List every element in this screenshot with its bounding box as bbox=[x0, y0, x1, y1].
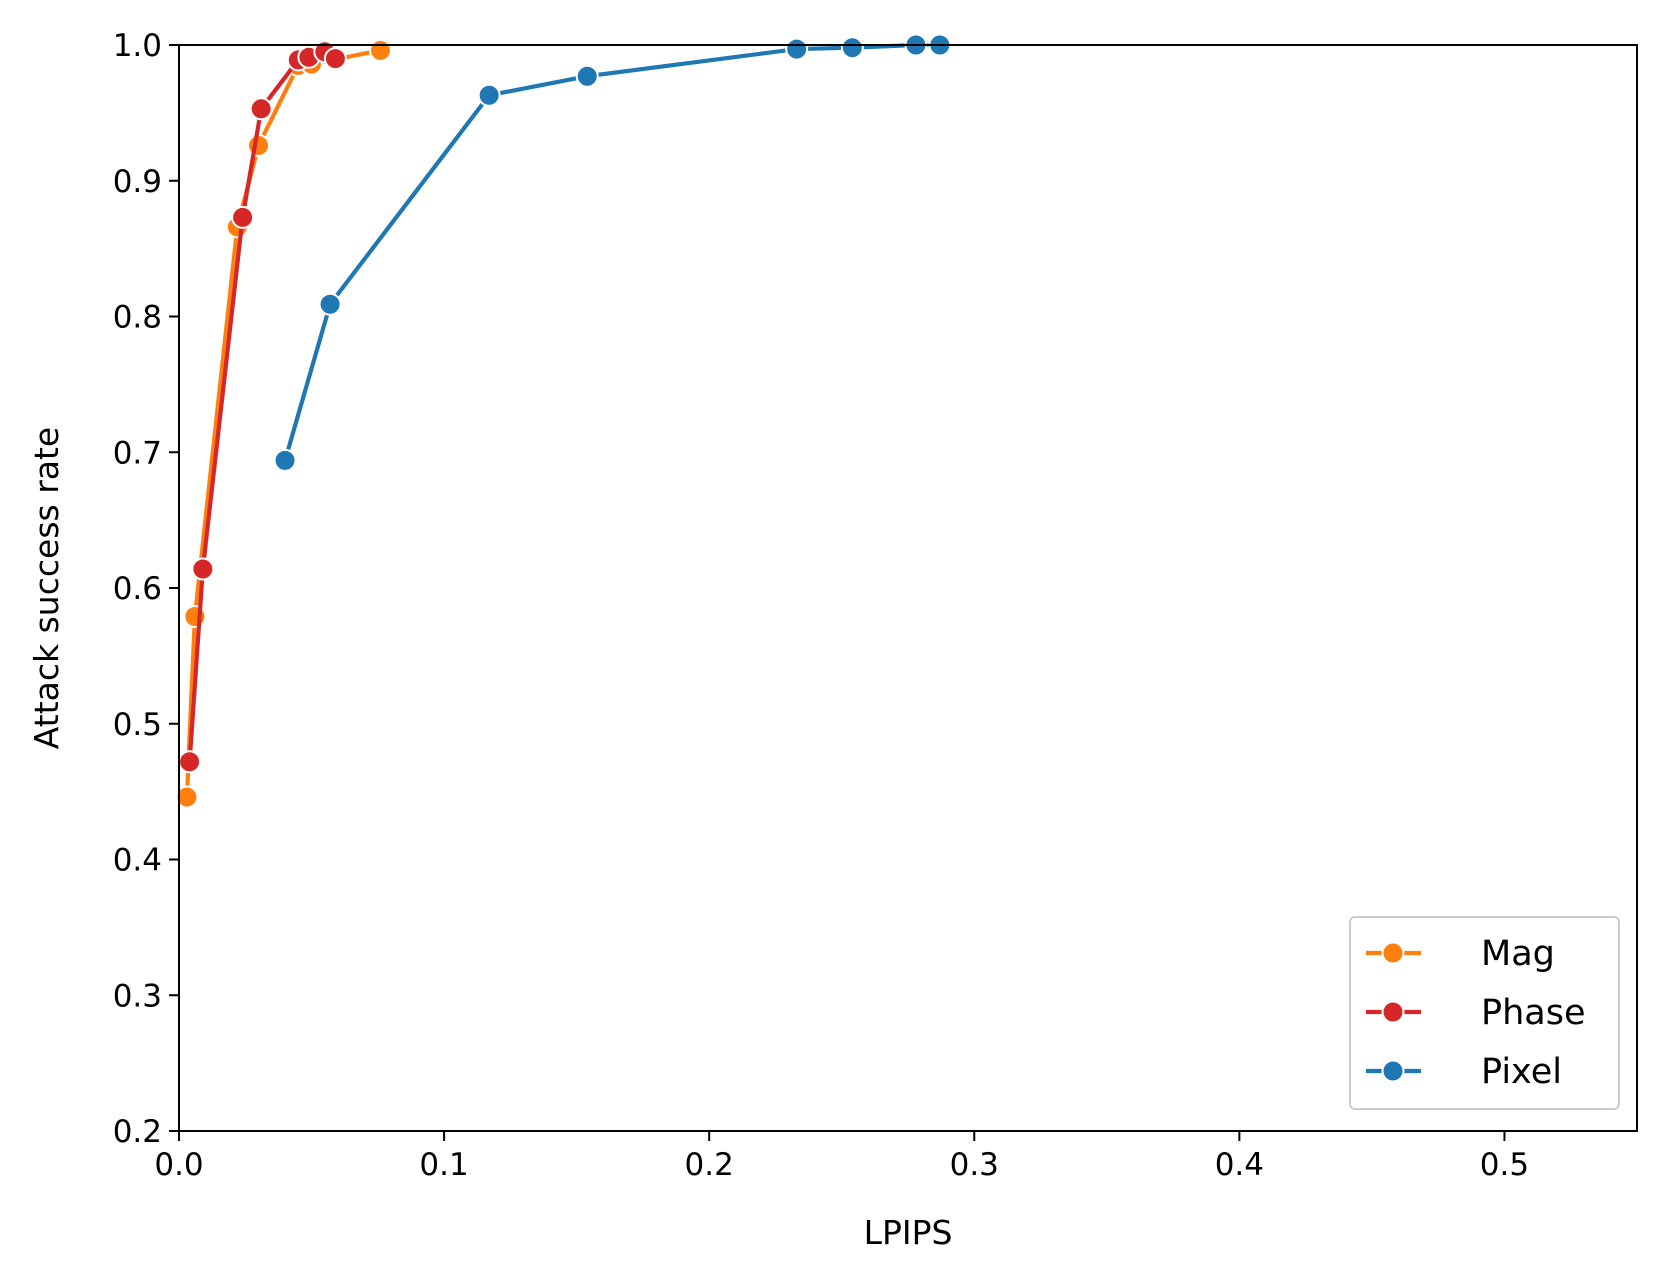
data-point-mag bbox=[247, 133, 271, 157]
y-tick-label: 1.0 bbox=[113, 28, 162, 64]
x-tick-label: 0.2 bbox=[685, 1147, 734, 1183]
data-point-phase bbox=[323, 47, 347, 71]
legend-box bbox=[1349, 916, 1620, 1110]
data-point-pixel bbox=[477, 83, 501, 107]
data-point-mag bbox=[175, 785, 199, 809]
legend-label: Phase bbox=[1481, 993, 1586, 1033]
x-tick-label: 0.4 bbox=[1215, 1147, 1264, 1183]
x-tick-label: 0.0 bbox=[154, 1147, 203, 1183]
y-axis-title: Attack success rate bbox=[27, 427, 66, 749]
data-point-mag bbox=[183, 605, 207, 629]
legend-item-phase: Phase bbox=[1366, 993, 1586, 1033]
legend-label: Pixel bbox=[1481, 1052, 1562, 1092]
y-tick-label: 0.3 bbox=[113, 978, 162, 1014]
legend: Mag Phase Pixel bbox=[1349, 916, 1620, 1110]
y-tick-label: 0.9 bbox=[113, 164, 162, 200]
legend-swatch-marker bbox=[1381, 941, 1405, 965]
y-tick-label: 0.7 bbox=[113, 435, 162, 471]
x-tick-label: 0.3 bbox=[950, 1147, 999, 1183]
y-tick-label: 0.2 bbox=[113, 1114, 162, 1150]
y-tick-label: 0.6 bbox=[113, 571, 162, 607]
legend-item-mag: Mag bbox=[1366, 934, 1555, 974]
legend-swatch-marker bbox=[1381, 1059, 1405, 1083]
y-tick-label: 0.5 bbox=[113, 707, 162, 743]
data-point-pixel bbox=[840, 36, 864, 60]
legend-label: Mag bbox=[1481, 934, 1555, 974]
data-point-pixel bbox=[785, 37, 809, 61]
x-tick-label: 0.1 bbox=[419, 1147, 468, 1183]
legend-swatch-marker bbox=[1381, 1000, 1405, 1024]
data-point-pixel bbox=[575, 64, 599, 88]
x-axis-title: LPIPS bbox=[864, 1213, 953, 1252]
x-axis: 0.0 0.1 0.2 0.3 0.4 0.5 bbox=[154, 1131, 1529, 1183]
y-tick-label: 0.8 bbox=[113, 300, 162, 336]
y-axis: 0.2 0.3 0.4 0.5 0.6 0.7 0.8 0.9 1.0 bbox=[113, 28, 179, 1150]
data-point-phase bbox=[191, 557, 215, 581]
data-point-phase bbox=[231, 205, 255, 229]
data-point-pixel bbox=[273, 448, 297, 472]
legend-item-pixel: Pixel bbox=[1366, 1052, 1562, 1092]
data-point-pixel bbox=[318, 292, 342, 316]
data-point-phase bbox=[249, 97, 273, 121]
y-tick-label: 0.4 bbox=[113, 843, 162, 879]
data-point-mag bbox=[368, 38, 392, 62]
x-tick-label: 0.5 bbox=[1480, 1147, 1529, 1183]
series-phase bbox=[178, 40, 347, 774]
data-point-phase bbox=[178, 750, 202, 774]
